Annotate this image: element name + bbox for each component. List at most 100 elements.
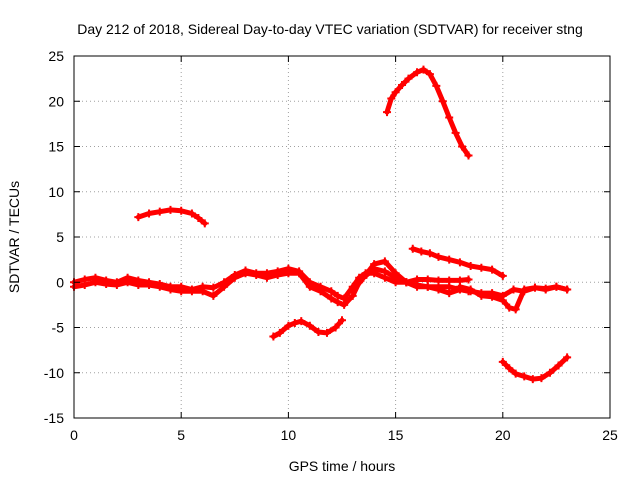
data-point xyxy=(408,244,417,253)
data-point xyxy=(498,357,507,366)
data-point xyxy=(166,285,175,294)
data-point xyxy=(541,284,550,293)
series-arc-lower-right xyxy=(498,353,572,384)
data-point xyxy=(155,282,164,291)
data-point xyxy=(477,291,486,300)
data-point xyxy=(187,209,196,218)
data-point xyxy=(505,303,514,312)
data-point xyxy=(464,151,473,160)
data-point xyxy=(134,280,143,289)
data-point xyxy=(305,321,314,330)
data-point xyxy=(464,275,473,284)
data-point xyxy=(209,283,218,292)
data-point xyxy=(198,287,207,296)
data-point xyxy=(177,206,186,215)
data-point xyxy=(194,213,203,222)
data-point xyxy=(273,271,282,280)
data-point xyxy=(425,249,434,258)
data-point xyxy=(417,247,426,256)
x-axis-label: GPS time / hours xyxy=(289,458,396,474)
data-point xyxy=(530,283,539,292)
data-point xyxy=(220,282,229,291)
data-point xyxy=(112,280,121,289)
data-point xyxy=(252,271,261,280)
data-point xyxy=(563,353,572,362)
data-point xyxy=(383,108,392,117)
y-tick-label: -5 xyxy=(52,320,65,336)
data-point xyxy=(423,282,432,291)
grid xyxy=(74,56,610,418)
data-point xyxy=(520,285,529,294)
data-point xyxy=(338,316,346,325)
data-point xyxy=(488,292,497,301)
data-point xyxy=(432,81,441,90)
y-tick-label: -15 xyxy=(44,410,64,426)
x-tick-label: 20 xyxy=(495,427,511,443)
data-point xyxy=(145,280,154,289)
data-point xyxy=(155,207,164,216)
y-tick-label: 0 xyxy=(56,274,64,290)
data-point xyxy=(455,282,464,291)
data-point xyxy=(434,285,443,294)
data-point xyxy=(488,265,497,274)
data-point xyxy=(290,318,299,327)
data-point xyxy=(297,317,306,326)
data-point xyxy=(200,219,209,228)
data-point xyxy=(528,375,537,384)
data-point xyxy=(498,271,507,280)
series-arc-mid-left xyxy=(134,205,209,228)
data-point xyxy=(316,287,325,296)
data-point xyxy=(458,142,467,151)
data-point xyxy=(466,285,475,294)
x-tick-label: 10 xyxy=(281,427,297,443)
data-point xyxy=(466,261,475,270)
series-main-band-d xyxy=(455,282,572,314)
y-tick-label: 25 xyxy=(48,48,64,64)
data-point xyxy=(380,257,389,266)
data-point xyxy=(380,267,389,276)
data-point xyxy=(102,280,111,289)
data-point xyxy=(284,321,293,330)
data-point xyxy=(445,113,454,122)
data-point xyxy=(166,205,175,214)
data-point xyxy=(327,287,336,296)
data-point xyxy=(563,285,572,294)
data-point xyxy=(80,280,89,289)
data-point xyxy=(322,328,331,337)
series-line xyxy=(384,67,471,159)
data-point xyxy=(209,291,218,300)
data-point xyxy=(305,282,314,291)
x-tick-label: 5 xyxy=(177,427,185,443)
data-point xyxy=(425,70,434,79)
data-point xyxy=(275,328,284,337)
data-point xyxy=(511,369,520,378)
x-tick-label: 25 xyxy=(602,427,618,443)
data-point xyxy=(134,213,143,222)
data-point xyxy=(434,252,443,261)
y-axis-label: SDTVAR / TECUs xyxy=(6,181,22,293)
data-point xyxy=(314,328,323,337)
y-tick-label: 10 xyxy=(48,184,64,200)
x-tick-label: 0 xyxy=(70,427,78,443)
data-point xyxy=(241,269,250,278)
data-point xyxy=(230,273,239,282)
data-point xyxy=(419,65,428,74)
data-point xyxy=(505,364,514,373)
data-point xyxy=(445,255,454,264)
chart-title: Day 212 of 2018, Sidereal Day-to-day VTE… xyxy=(77,21,583,37)
series-arc-lower-left xyxy=(269,316,346,341)
data-point xyxy=(404,74,413,83)
y-tick-label: 15 xyxy=(48,139,64,155)
series-line xyxy=(410,246,506,279)
data-point xyxy=(387,94,396,103)
y-tick-label: -10 xyxy=(44,365,64,381)
data-point xyxy=(391,273,400,282)
data-point xyxy=(284,269,293,278)
data-point xyxy=(145,209,154,218)
data-point xyxy=(537,374,546,383)
data-point xyxy=(391,88,400,97)
data-point xyxy=(413,68,422,77)
series-line xyxy=(270,317,345,340)
data-point xyxy=(269,332,278,341)
data-point xyxy=(520,372,529,381)
